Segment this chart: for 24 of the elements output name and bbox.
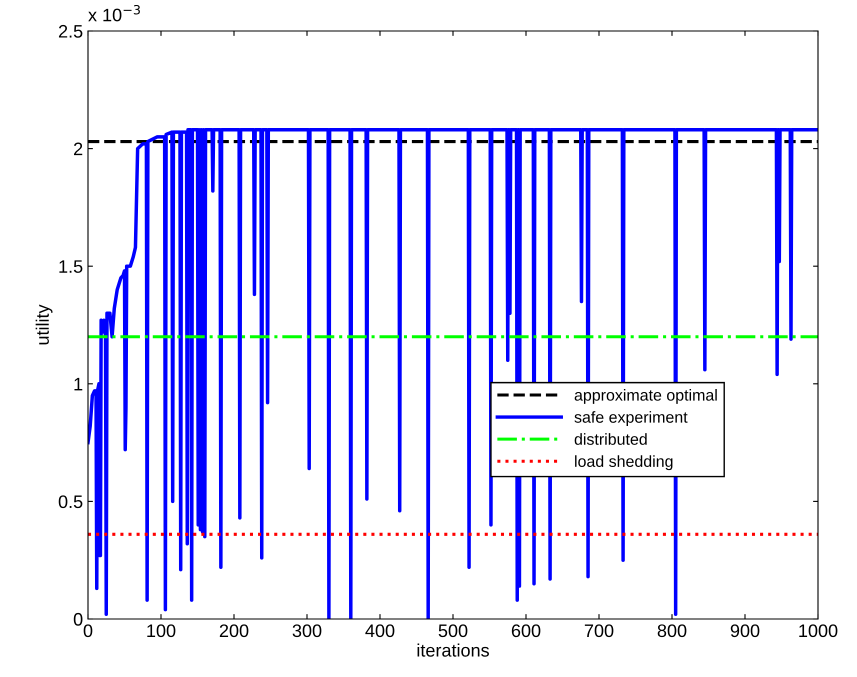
y-tick-label: 1.5: [59, 260, 82, 273]
x-tick-label: 300: [292, 624, 322, 638]
legend-label: approximate optimal: [574, 389, 717, 404]
x-tick-label: 400: [365, 624, 394, 638]
x-tick-label: 200: [220, 624, 248, 638]
x-tick-label: 0: [84, 624, 92, 638]
y-tick-label: 2.5: [58, 24, 82, 38]
x-tick-label: 1000: [799, 624, 838, 638]
x-axis-title: iterations: [418, 643, 489, 657]
legend-label: safe experiment: [574, 411, 688, 426]
legend-label: distributed: [574, 433, 647, 445]
legend-label: load shedding: [575, 455, 672, 470]
x-tick-label: 600: [512, 624, 540, 638]
y-axis-title: utility: [36, 304, 52, 344]
y-tick-label: 1: [74, 378, 82, 390]
x-tick-label: 500: [438, 624, 468, 638]
y-tick-label: 0: [74, 612, 82, 626]
x-tick-label: 100: [147, 624, 176, 638]
x-tick-label: 700: [584, 624, 614, 638]
text: x 10$^{−3}$: [88, 4, 140, 22]
y-tick-label: 2: [74, 142, 82, 156]
x-tick-label: 800: [658, 624, 686, 638]
x-tick-label: 900: [730, 624, 760, 638]
y-tick-label: 0.5: [58, 495, 82, 508]
